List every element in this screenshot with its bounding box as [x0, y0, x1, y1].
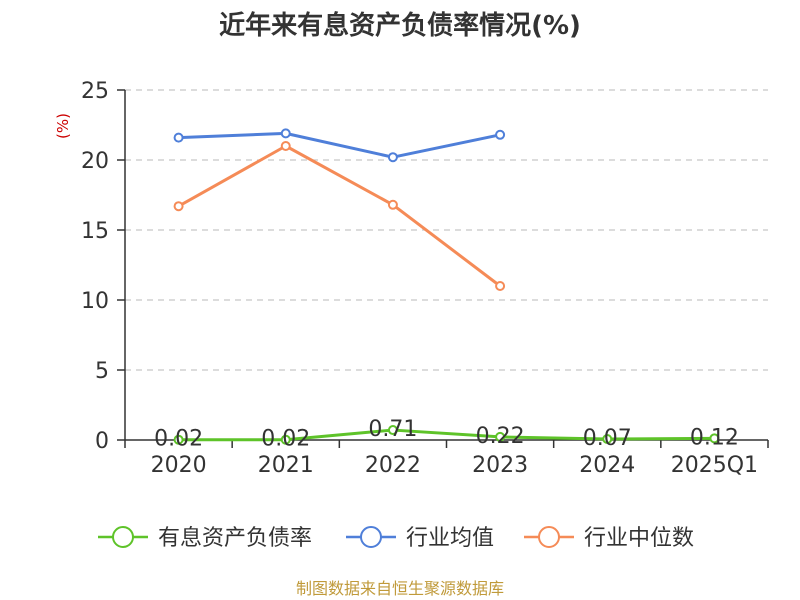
legend-label: 行业中位数: [584, 526, 694, 551]
series-point-3: [387, 199, 398, 210]
gridlines: [125, 89, 768, 371]
y-tick-label: 5: [95, 359, 109, 384]
series-point-1: [280, 434, 291, 445]
series-point-2: [495, 129, 506, 140]
y-tick-label: 10: [81, 289, 109, 314]
source-note: 制图数据来自恒生聚源数据库: [296, 579, 504, 598]
series-point-2: [387, 152, 398, 163]
x-tick-labels: 2020 2021 2022 2023 2024 2025Q1: [151, 453, 758, 478]
series-point-3: [173, 201, 184, 212]
legend-swatch-marker: [538, 526, 560, 548]
x-tick-label: 2023: [472, 453, 528, 478]
x-tick-label: 2025Q1: [671, 453, 758, 478]
x-tick-label: 2021: [258, 453, 314, 478]
series-point-2: [280, 128, 291, 139]
data-label: 0.71: [368, 417, 417, 442]
legend-label: 行业均值: [406, 526, 494, 551]
series-point-2: [173, 132, 184, 143]
y-tick-label: 0: [95, 429, 109, 454]
x-tick-label: 2020: [151, 453, 207, 478]
series-point-1: [602, 434, 613, 445]
y-tick-label: 25: [81, 79, 109, 104]
data-label: 0.22: [476, 424, 525, 449]
series-lines: [173, 128, 720, 445]
x-tick-label: 2024: [579, 453, 635, 478]
series-point-3: [280, 141, 291, 151]
data-label: 0.12: [690, 425, 739, 450]
data-label: 0.02: [261, 427, 310, 452]
x-tick-label: 2022: [365, 453, 421, 478]
chart-title: 近年来有息资产负债率情况(%): [219, 10, 581, 41]
axes: [117, 89, 769, 448]
series-point-1: [709, 433, 720, 444]
data-labels: 0.02 0.02 0.71 0.22 0.07 0.12: [154, 417, 739, 452]
series-point-1: [173, 434, 184, 445]
legend-label: 有息资产负债率: [158, 526, 312, 551]
series-point-3: [495, 281, 506, 291]
series-point-1: [495, 431, 506, 442]
y-tick-labels: 0 5 10 15 20 25: [81, 79, 109, 454]
y-axis-label: (%): [54, 113, 72, 139]
y-tick-label: 20: [81, 149, 109, 174]
legend-swatch-marker: [112, 526, 134, 548]
data-label: 0.07: [583, 426, 632, 451]
series-line-3: [177, 144, 501, 288]
legend: 有息资产负债率 行业均值 行业中位数: [98, 526, 694, 551]
legend-swatch-marker: [360, 526, 382, 548]
series-point-1: [387, 425, 398, 436]
series-line-1: [178, 428, 715, 442]
y-tick-label: 15: [81, 219, 109, 244]
data-label: 0.02: [154, 427, 203, 452]
series-line-2: [178, 131, 501, 159]
